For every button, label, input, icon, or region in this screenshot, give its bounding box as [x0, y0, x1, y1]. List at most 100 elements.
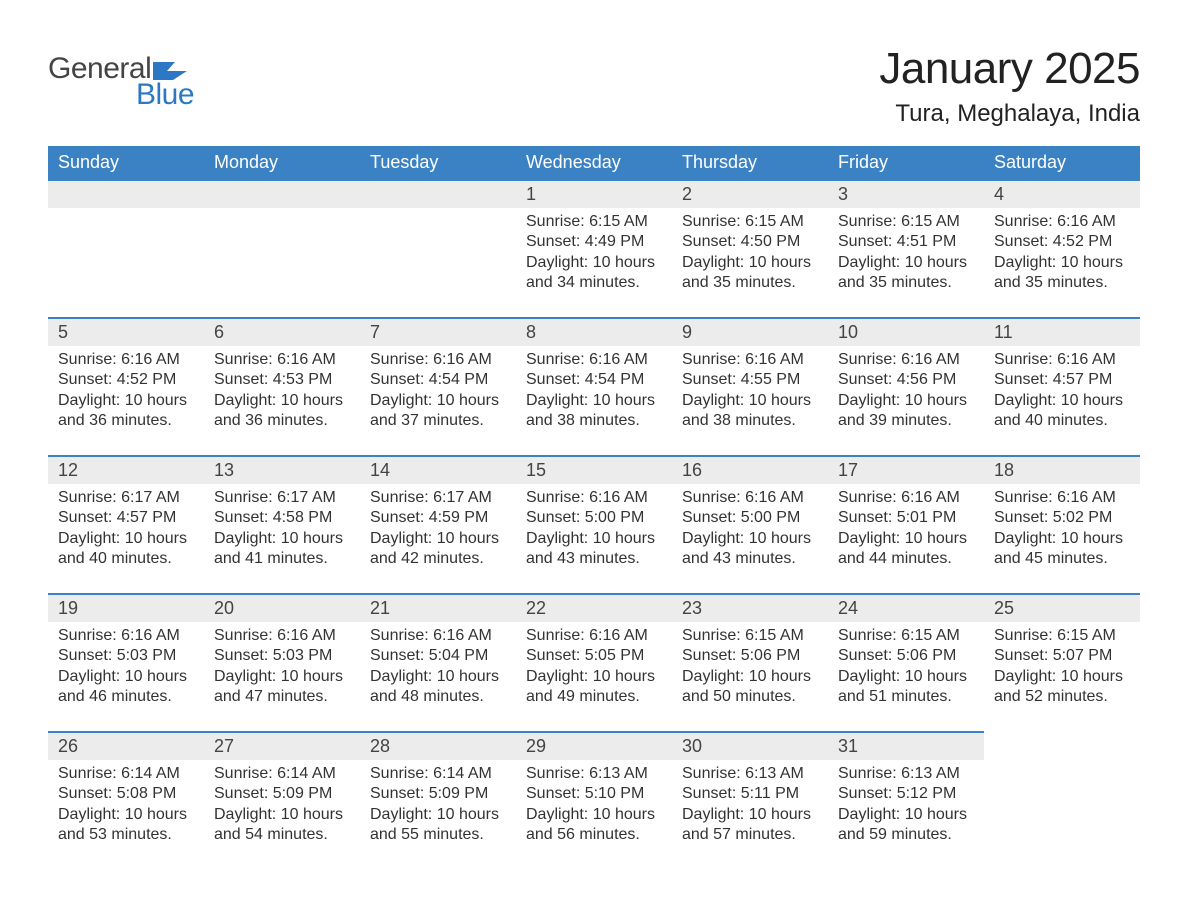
- sunrise-text: Sunrise: 6:15 AM: [682, 626, 818, 646]
- calendar-cell: 23Sunrise: 6:15 AMSunset: 5:06 PMDayligh…: [672, 593, 828, 731]
- day-body: Sunrise: 6:15 AMSunset: 5:06 PMDaylight:…: [672, 622, 828, 714]
- calendar-cell: 22Sunrise: 6:16 AMSunset: 5:05 PMDayligh…: [516, 593, 672, 731]
- sunset-text: Sunset: 5:06 PM: [838, 646, 974, 666]
- sunset-text: Sunset: 4:49 PM: [526, 232, 662, 252]
- day-number: 8: [516, 317, 672, 346]
- daylight-line1: Daylight: 10 hours: [214, 667, 350, 687]
- calendar-table: SundayMondayTuesdayWednesdayThursdayFrid…: [48, 146, 1140, 869]
- daylight-line2: and 57 minutes.: [682, 825, 818, 845]
- sunset-text: Sunset: 4:52 PM: [994, 232, 1130, 252]
- calendar-cell: 2Sunrise: 6:15 AMSunset: 4:50 PMDaylight…: [672, 179, 828, 317]
- sunset-text: Sunset: 4:56 PM: [838, 370, 974, 390]
- calendar-cell: 7Sunrise: 6:16 AMSunset: 4:54 PMDaylight…: [360, 317, 516, 455]
- day-number: 7: [360, 317, 516, 346]
- calendar-cell: 9Sunrise: 6:16 AMSunset: 4:55 PMDaylight…: [672, 317, 828, 455]
- daylight-line2: and 34 minutes.: [526, 273, 662, 293]
- sunrise-text: Sunrise: 6:17 AM: [214, 488, 350, 508]
- calendar-cell: 20Sunrise: 6:16 AMSunset: 5:03 PMDayligh…: [204, 593, 360, 731]
- logo-word2: Blue: [136, 78, 194, 112]
- daylight-line1: Daylight: 10 hours: [526, 805, 662, 825]
- daylight-line1: Daylight: 10 hours: [214, 529, 350, 549]
- daylight-line1: Daylight: 10 hours: [526, 253, 662, 273]
- daylight-line1: Daylight: 10 hours: [370, 391, 506, 411]
- calendar-cell: 3Sunrise: 6:15 AMSunset: 4:51 PMDaylight…: [828, 179, 984, 317]
- daylight-line1: Daylight: 10 hours: [526, 391, 662, 411]
- daylight-line2: and 45 minutes.: [994, 549, 1130, 569]
- daylight-line2: and 43 minutes.: [682, 549, 818, 569]
- daylight-line2: and 38 minutes.: [682, 411, 818, 431]
- sunset-text: Sunset: 5:00 PM: [682, 508, 818, 528]
- calendar-cell: 25Sunrise: 6:15 AMSunset: 5:07 PMDayligh…: [984, 593, 1140, 731]
- calendar-cell: 1Sunrise: 6:15 AMSunset: 4:49 PMDaylight…: [516, 179, 672, 317]
- calendar-week-row: 1Sunrise: 6:15 AMSunset: 4:49 PMDaylight…: [48, 179, 1140, 317]
- sunset-text: Sunset: 5:03 PM: [214, 646, 350, 666]
- daylight-line1: Daylight: 10 hours: [994, 529, 1130, 549]
- day-body: Sunrise: 6:15 AMSunset: 4:49 PMDaylight:…: [516, 208, 672, 300]
- daylight-line2: and 35 minutes.: [682, 273, 818, 293]
- day-body: Sunrise: 6:16 AMSunset: 5:03 PMDaylight:…: [48, 622, 204, 714]
- sunset-text: Sunset: 5:06 PM: [682, 646, 818, 666]
- sunrise-text: Sunrise: 6:16 AM: [214, 350, 350, 370]
- daylight-line2: and 48 minutes.: [370, 687, 506, 707]
- day-body: Sunrise: 6:14 AMSunset: 5:09 PMDaylight:…: [204, 760, 360, 852]
- daylight-line2: and 38 minutes.: [526, 411, 662, 431]
- day-body: Sunrise: 6:16 AMSunset: 4:56 PMDaylight:…: [828, 346, 984, 438]
- daylight-line1: Daylight: 10 hours: [682, 253, 818, 273]
- daylight-line2: and 51 minutes.: [838, 687, 974, 707]
- daylight-line2: and 36 minutes.: [58, 411, 194, 431]
- daylight-line1: Daylight: 10 hours: [838, 667, 974, 687]
- weekday-header: Monday: [204, 146, 360, 179]
- sunset-text: Sunset: 5:02 PM: [994, 508, 1130, 528]
- header: General Blue January 2025 Tura, Meghalay…: [48, 44, 1140, 140]
- sunrise-text: Sunrise: 6:14 AM: [214, 764, 350, 784]
- sunset-text: Sunset: 4:50 PM: [682, 232, 818, 252]
- day-number: 6: [204, 317, 360, 346]
- sunrise-text: Sunrise: 6:16 AM: [526, 488, 662, 508]
- day-body: Sunrise: 6:16 AMSunset: 5:05 PMDaylight:…: [516, 622, 672, 714]
- daylight-line1: Daylight: 10 hours: [682, 805, 818, 825]
- daylight-line1: Daylight: 10 hours: [838, 253, 974, 273]
- calendar-cell: 27Sunrise: 6:14 AMSunset: 5:09 PMDayligh…: [204, 731, 360, 869]
- sunrise-text: Sunrise: 6:17 AM: [58, 488, 194, 508]
- day-body: Sunrise: 6:15 AMSunset: 4:51 PMDaylight:…: [828, 208, 984, 300]
- calendar-cell: 24Sunrise: 6:15 AMSunset: 5:06 PMDayligh…: [828, 593, 984, 731]
- sunrise-text: Sunrise: 6:16 AM: [58, 350, 194, 370]
- daylight-line1: Daylight: 10 hours: [370, 667, 506, 687]
- sunrise-text: Sunrise: 6:16 AM: [994, 212, 1130, 232]
- day-body: Sunrise: 6:17 AMSunset: 4:59 PMDaylight:…: [360, 484, 516, 576]
- sunrise-text: Sunrise: 6:15 AM: [838, 212, 974, 232]
- day-body: Sunrise: 6:13 AMSunset: 5:10 PMDaylight:…: [516, 760, 672, 852]
- logo: General Blue: [48, 52, 194, 112]
- page-title: January 2025: [879, 44, 1140, 94]
- sunset-text: Sunset: 5:09 PM: [370, 784, 506, 804]
- day-body: Sunrise: 6:16 AMSunset: 4:54 PMDaylight:…: [516, 346, 672, 438]
- day-body: Sunrise: 6:16 AMSunset: 5:04 PMDaylight:…: [360, 622, 516, 714]
- day-body: Sunrise: 6:16 AMSunset: 5:00 PMDaylight:…: [672, 484, 828, 576]
- day-body: Sunrise: 6:16 AMSunset: 4:57 PMDaylight:…: [984, 346, 1140, 438]
- sunset-text: Sunset: 4:58 PM: [214, 508, 350, 528]
- weekday-header: Thursday: [672, 146, 828, 179]
- calendar-cell: [984, 731, 1140, 869]
- day-body: Sunrise: 6:14 AMSunset: 5:08 PMDaylight:…: [48, 760, 204, 852]
- sunrise-text: Sunrise: 6:15 AM: [682, 212, 818, 232]
- daylight-line2: and 44 minutes.: [838, 549, 974, 569]
- day-body: Sunrise: 6:15 AMSunset: 5:06 PMDaylight:…: [828, 622, 984, 714]
- day-number: 30: [672, 731, 828, 760]
- calendar-cell: 11Sunrise: 6:16 AMSunset: 4:57 PMDayligh…: [984, 317, 1140, 455]
- daylight-line2: and 49 minutes.: [526, 687, 662, 707]
- daylight-line2: and 41 minutes.: [214, 549, 350, 569]
- day-body: Sunrise: 6:16 AMSunset: 4:52 PMDaylight:…: [48, 346, 204, 438]
- daylight-line1: Daylight: 10 hours: [526, 667, 662, 687]
- calendar-cell: [204, 179, 360, 317]
- sunset-text: Sunset: 5:10 PM: [526, 784, 662, 804]
- calendar-week-row: 26Sunrise: 6:14 AMSunset: 5:08 PMDayligh…: [48, 731, 1140, 869]
- calendar-cell: 8Sunrise: 6:16 AMSunset: 4:54 PMDaylight…: [516, 317, 672, 455]
- day-number: 25: [984, 593, 1140, 622]
- sunrise-text: Sunrise: 6:15 AM: [994, 626, 1130, 646]
- sunrise-text: Sunrise: 6:13 AM: [682, 764, 818, 784]
- daylight-line2: and 50 minutes.: [682, 687, 818, 707]
- day-body: Sunrise: 6:16 AMSunset: 5:02 PMDaylight:…: [984, 484, 1140, 576]
- sunset-text: Sunset: 4:55 PM: [682, 370, 818, 390]
- daylight-line1: Daylight: 10 hours: [682, 667, 818, 687]
- daylight-line1: Daylight: 10 hours: [214, 391, 350, 411]
